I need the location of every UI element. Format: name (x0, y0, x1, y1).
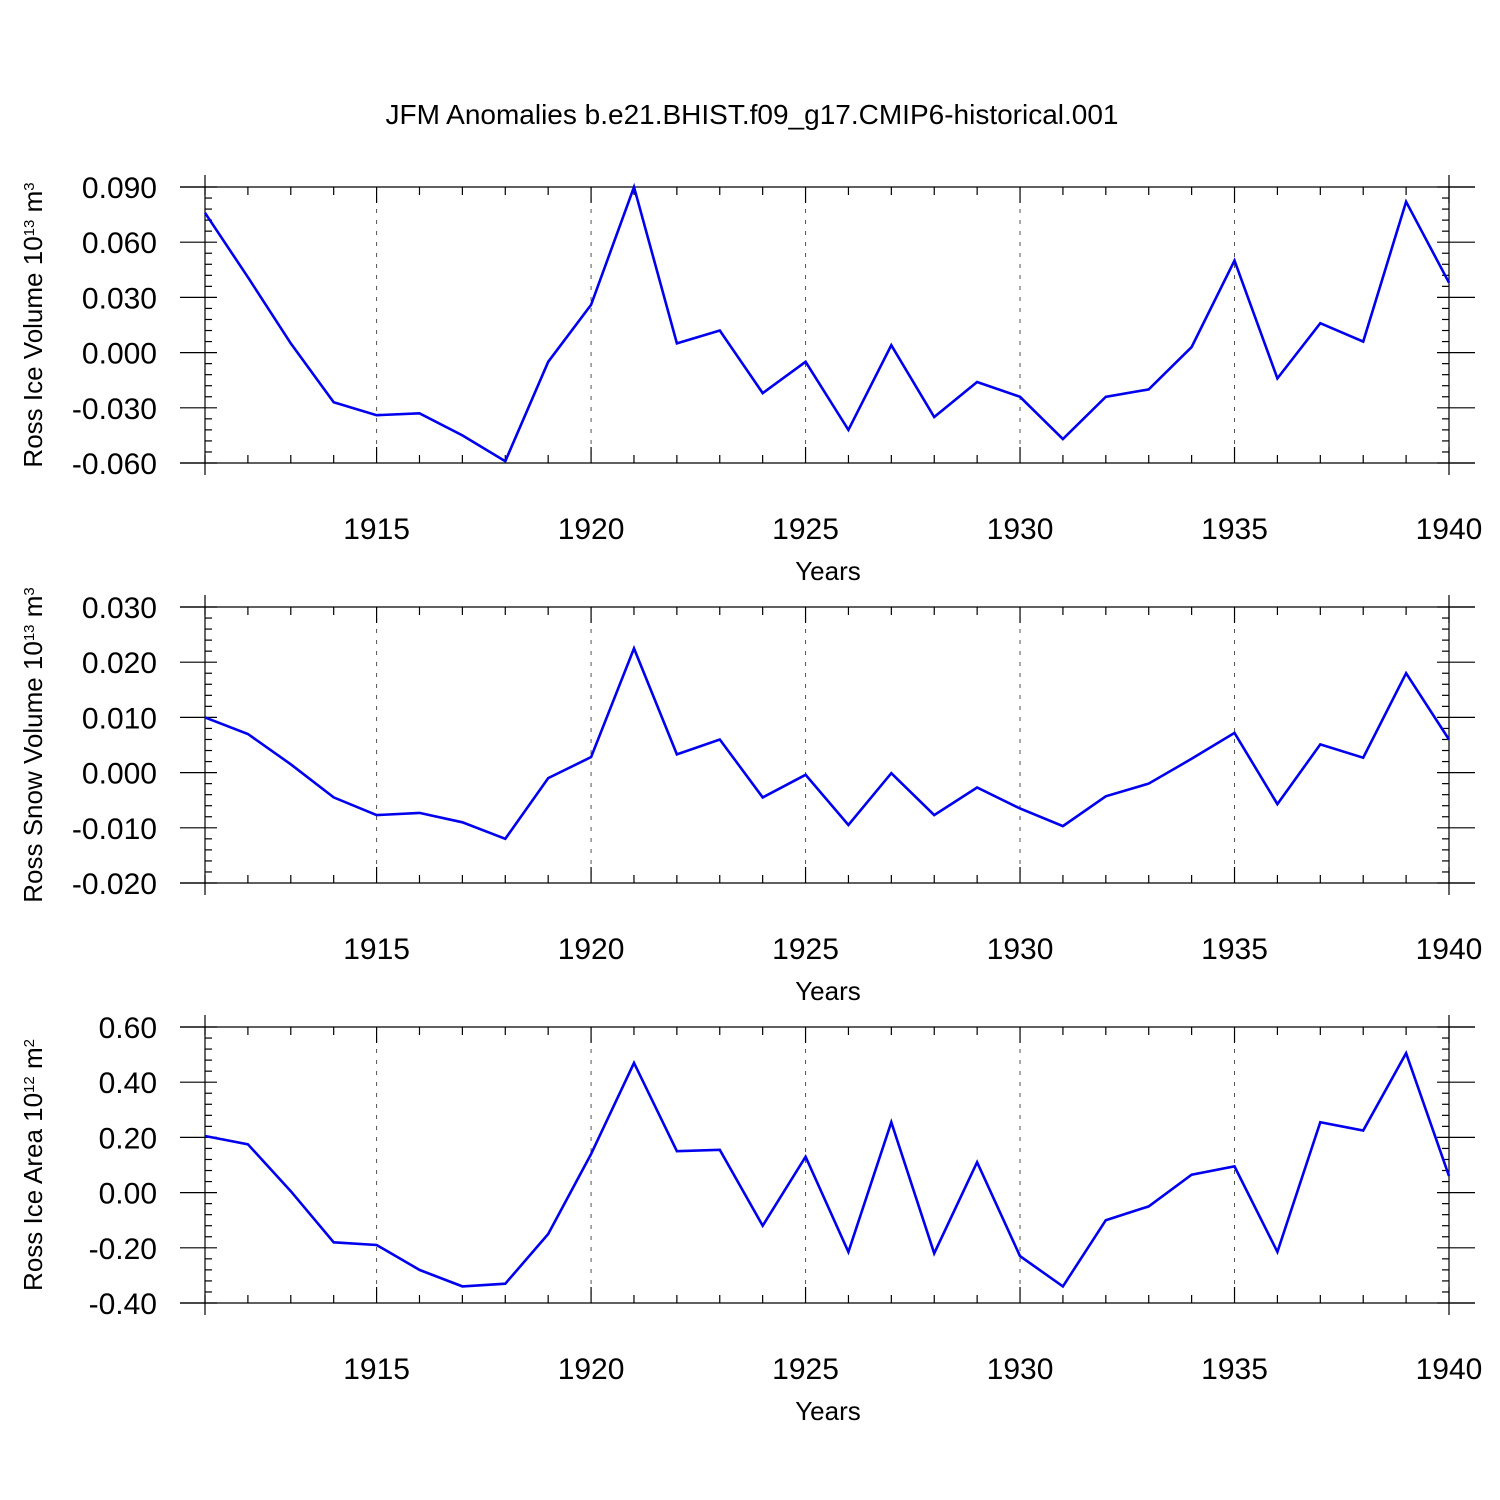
y-tick-label: -0.40 (89, 1288, 157, 1321)
y-tick-label: 0.60 (99, 1012, 157, 1045)
data-series-line (204, 1050, 1451, 1289)
y-axis-title-part: m (18, 191, 48, 220)
panel-1: -0.060 -0.030 0.000 0.030 0.060 0.090 1915 1920… (18, 172, 1482, 586)
x-tick-label: 1935 (1201, 933, 1268, 966)
x-tick-label: 1930 (987, 513, 1054, 546)
y-axis-title-superscript: 3 (21, 587, 38, 595)
y-axis-title: Ross Ice Volume 1013 m3 (18, 182, 48, 467)
x-tick-label: 1940 (1416, 933, 1483, 966)
y-axis-title-part: m (18, 596, 48, 625)
y-tick-label: 0.060 (82, 227, 157, 260)
y-tick-label: -0.060 (72, 448, 157, 481)
x-tick-label: 1940 (1416, 513, 1483, 546)
y-tick-label: 0.20 (99, 1122, 157, 1155)
y-axis-title-part: Ross Ice Area 10 (18, 1093, 48, 1291)
x-tick-label: 1935 (1201, 1353, 1268, 1386)
x-tick-label: 1925 (772, 1353, 839, 1386)
y-axis-title-superscript: 13 (21, 220, 38, 237)
y-tick-label: -0.020 (72, 868, 157, 901)
y-tick-label: 0.020 (82, 647, 157, 680)
panel-2: -0.020 -0.010 0.000 0.010 0.020 0.030 1915 1920… (18, 587, 1482, 1006)
data-series-line (204, 644, 1451, 841)
x-tick-label: 1915 (343, 933, 410, 966)
panels: -0.060 -0.030 0.000 0.030 0.060 0.090 1915 1920… (18, 172, 1482, 1426)
x-tick-label: 1920 (558, 1353, 625, 1386)
y-tick-label: 0.030 (82, 282, 157, 315)
y-tick-label: 0.00 (99, 1178, 157, 1211)
figure-title: JFM Anomalies b.e21.BHIST.f09_g17.CMIP6-… (385, 99, 1118, 130)
x-tick-label: 1930 (987, 933, 1054, 966)
y-tick-label: 0.000 (82, 338, 157, 371)
y-tick-label: -0.030 (72, 393, 157, 426)
x-tick-label: 1920 (558, 933, 625, 966)
x-tick-label: 1940 (1416, 1353, 1483, 1386)
y-axis-title-superscript: 2 (21, 1039, 38, 1047)
y-axis-title: Ross Snow Volume 1013 m3 (18, 587, 48, 903)
y-tick-label: -0.20 (89, 1233, 157, 1266)
x-tick-label: 1930 (987, 1353, 1054, 1386)
y-tick-label: 0.090 (82, 172, 157, 205)
y-tick-label: 0.000 (82, 758, 157, 791)
x-tick-label: 1915 (343, 513, 410, 546)
y-tick-label: 0.030 (82, 592, 157, 625)
x-tick-label: 1935 (1201, 513, 1268, 546)
x-tick-label: 1925 (772, 933, 839, 966)
x-axis-title: Years (795, 976, 861, 1006)
y-tick-label: -0.010 (72, 813, 157, 846)
y-tick-label: 0.40 (99, 1067, 157, 1100)
panel-3: -0.40 -0.20 0.00 0.20 0.40 0.60 1915 1920 1925 19… (18, 1012, 1482, 1426)
x-tick-label: 1915 (343, 1353, 410, 1386)
y-tick-label: 0.010 (82, 702, 157, 735)
y-axis-title-superscript: 12 (21, 1076, 38, 1093)
y-axis-title-part: Ross Ice Volume 10 (18, 236, 48, 467)
y-axis-title-superscript: 3 (21, 182, 38, 190)
y-axis-title: Ross Ice Area 1012 m2 (18, 1039, 48, 1291)
x-tick-label: 1925 (772, 513, 839, 546)
x-axis-title: Years (795, 556, 861, 586)
y-axis-title-part: m (18, 1047, 48, 1076)
x-axis-title: Years (795, 1396, 861, 1426)
y-axis-title-superscript: 13 (21, 624, 38, 641)
data-series-line (203, 182, 1451, 464)
x-tick-label: 1920 (558, 513, 625, 546)
y-axis-title-part: Ross Snow Volume 10 (18, 641, 48, 903)
